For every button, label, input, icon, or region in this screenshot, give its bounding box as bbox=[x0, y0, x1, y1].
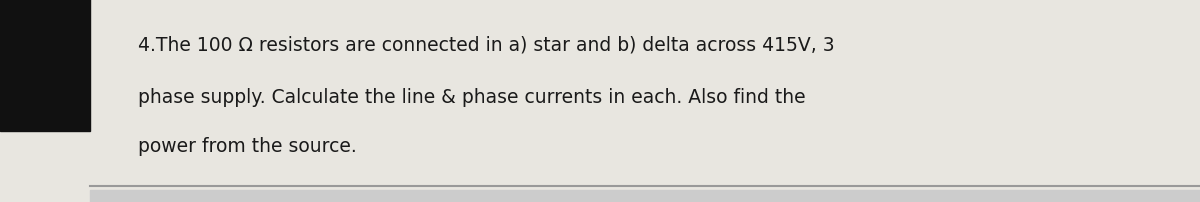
Text: power from the source.: power from the source. bbox=[138, 136, 356, 155]
Text: 4.The 100 Ω resistors are connected in a) star and b) delta across 415V, 3: 4.The 100 Ω resistors are connected in a… bbox=[138, 35, 835, 54]
Bar bbox=[90, 190, 1200, 202]
Bar bbox=[0, 0, 90, 131]
Text: phase supply. Calculate the line & phase currents in each. Also find the: phase supply. Calculate the line & phase… bbox=[138, 87, 805, 106]
